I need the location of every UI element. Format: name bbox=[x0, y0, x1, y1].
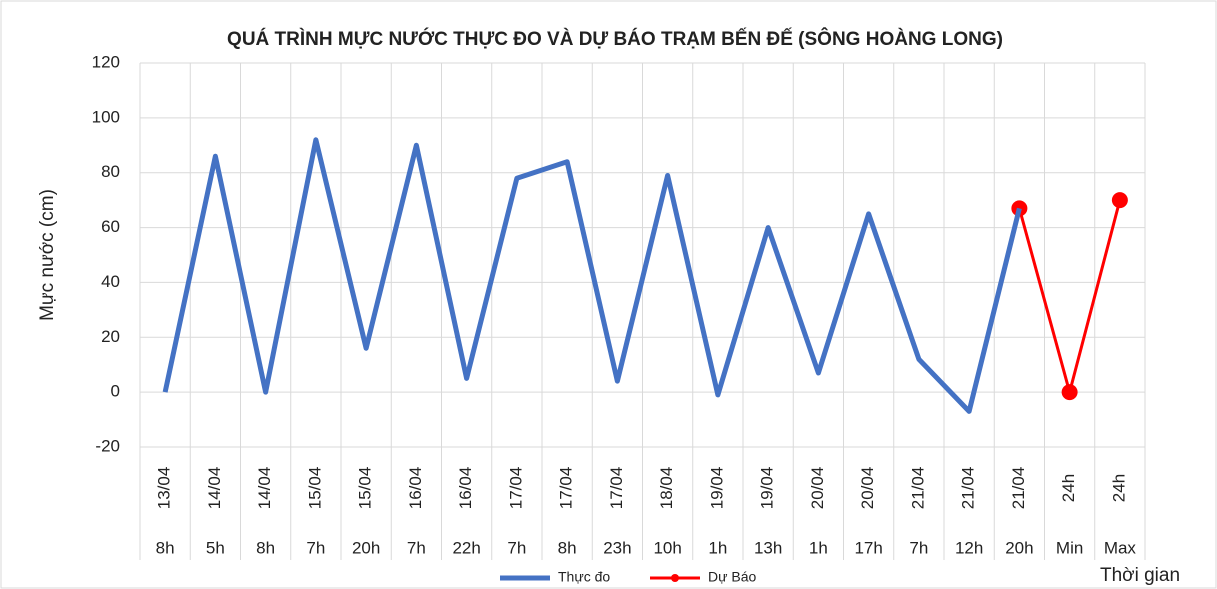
x-tick-label: 22h bbox=[452, 538, 480, 557]
chart-title: QUÁ TRÌNH MỰC NƯỚC THỰC ĐO VÀ DỰ BÁO TRẠ… bbox=[227, 28, 1003, 50]
x-tick-date: 19/04 bbox=[707, 467, 726, 510]
legend-marker bbox=[671, 574, 679, 582]
x-tick-date: 16/04 bbox=[406, 467, 425, 510]
x-tick-date: 19/04 bbox=[758, 467, 777, 510]
x-tick-date: 14/04 bbox=[205, 467, 224, 510]
x-tick-date: 17/04 bbox=[557, 467, 576, 510]
series-line bbox=[162, 137, 1022, 414]
x-tick-date: 20/04 bbox=[858, 467, 877, 510]
x-tick-label: 1h bbox=[708, 538, 727, 557]
x-tick-label: 13h bbox=[754, 538, 782, 557]
x-tick-date: 20/04 bbox=[808, 467, 827, 510]
x-tick-date: 21/04 bbox=[959, 467, 978, 510]
x-tick-label: 7h bbox=[407, 538, 426, 557]
x-tick-label: 17h bbox=[854, 538, 882, 557]
x-tick-date: 17/04 bbox=[506, 467, 525, 510]
x-tick-label: 20h bbox=[1005, 538, 1033, 557]
legend-label: Dự Báo bbox=[708, 569, 756, 585]
y-tick-label: 80 bbox=[101, 162, 120, 181]
y-tick-label: 20 bbox=[101, 327, 120, 346]
x-tick-label: 20h bbox=[352, 538, 380, 557]
point-marker bbox=[1061, 384, 1078, 401]
x-tick-date: 17/04 bbox=[607, 467, 626, 510]
x-tick-label: 8h bbox=[256, 538, 275, 557]
y-tick-label: 60 bbox=[101, 217, 120, 236]
x-tick-label: 5h bbox=[206, 538, 225, 557]
x-tick-date: 13/04 bbox=[155, 467, 174, 510]
x-tick-date: 24h bbox=[1059, 474, 1078, 502]
x-tick-label: Max bbox=[1104, 538, 1137, 557]
y-tick-label: 40 bbox=[101, 272, 120, 291]
x-tick-label: 12h bbox=[955, 538, 983, 557]
x-tick-date: 18/04 bbox=[657, 467, 676, 510]
x-tick-date: 21/04 bbox=[1009, 467, 1028, 510]
x-tick-date: 16/04 bbox=[456, 467, 475, 510]
x-tick-label: 1h bbox=[809, 538, 828, 557]
x-tick-date: 15/04 bbox=[305, 467, 324, 510]
x-tick-label: 7h bbox=[507, 538, 526, 557]
y-tick-label: -20 bbox=[95, 436, 120, 455]
x-tick-date: 14/04 bbox=[255, 467, 274, 510]
x-tick-label: 8h bbox=[558, 538, 577, 557]
x-tick-date: 21/04 bbox=[908, 467, 927, 510]
y-tick-label: 120 bbox=[92, 52, 120, 71]
y-tick-label: 100 bbox=[92, 107, 120, 126]
x-tick-label: 10h bbox=[653, 538, 681, 557]
x-tick-date: 15/04 bbox=[356, 467, 375, 510]
point-marker bbox=[1111, 192, 1128, 209]
y-axis-label: Mực nước (cm) bbox=[37, 189, 58, 321]
x-tick-date: 24h bbox=[1109, 474, 1128, 502]
x-tick-label: 7h bbox=[306, 538, 325, 557]
x-tick-label: 23h bbox=[603, 538, 631, 557]
legend-label: Thực đo bbox=[558, 569, 610, 585]
y-tick-label: 0 bbox=[111, 382, 120, 401]
x-tick-label: Min bbox=[1056, 538, 1083, 557]
x-axis-label: Thời gian bbox=[1100, 565, 1180, 586]
x-tick-label: 8h bbox=[156, 538, 175, 557]
x-tick-label: 7h bbox=[909, 538, 928, 557]
